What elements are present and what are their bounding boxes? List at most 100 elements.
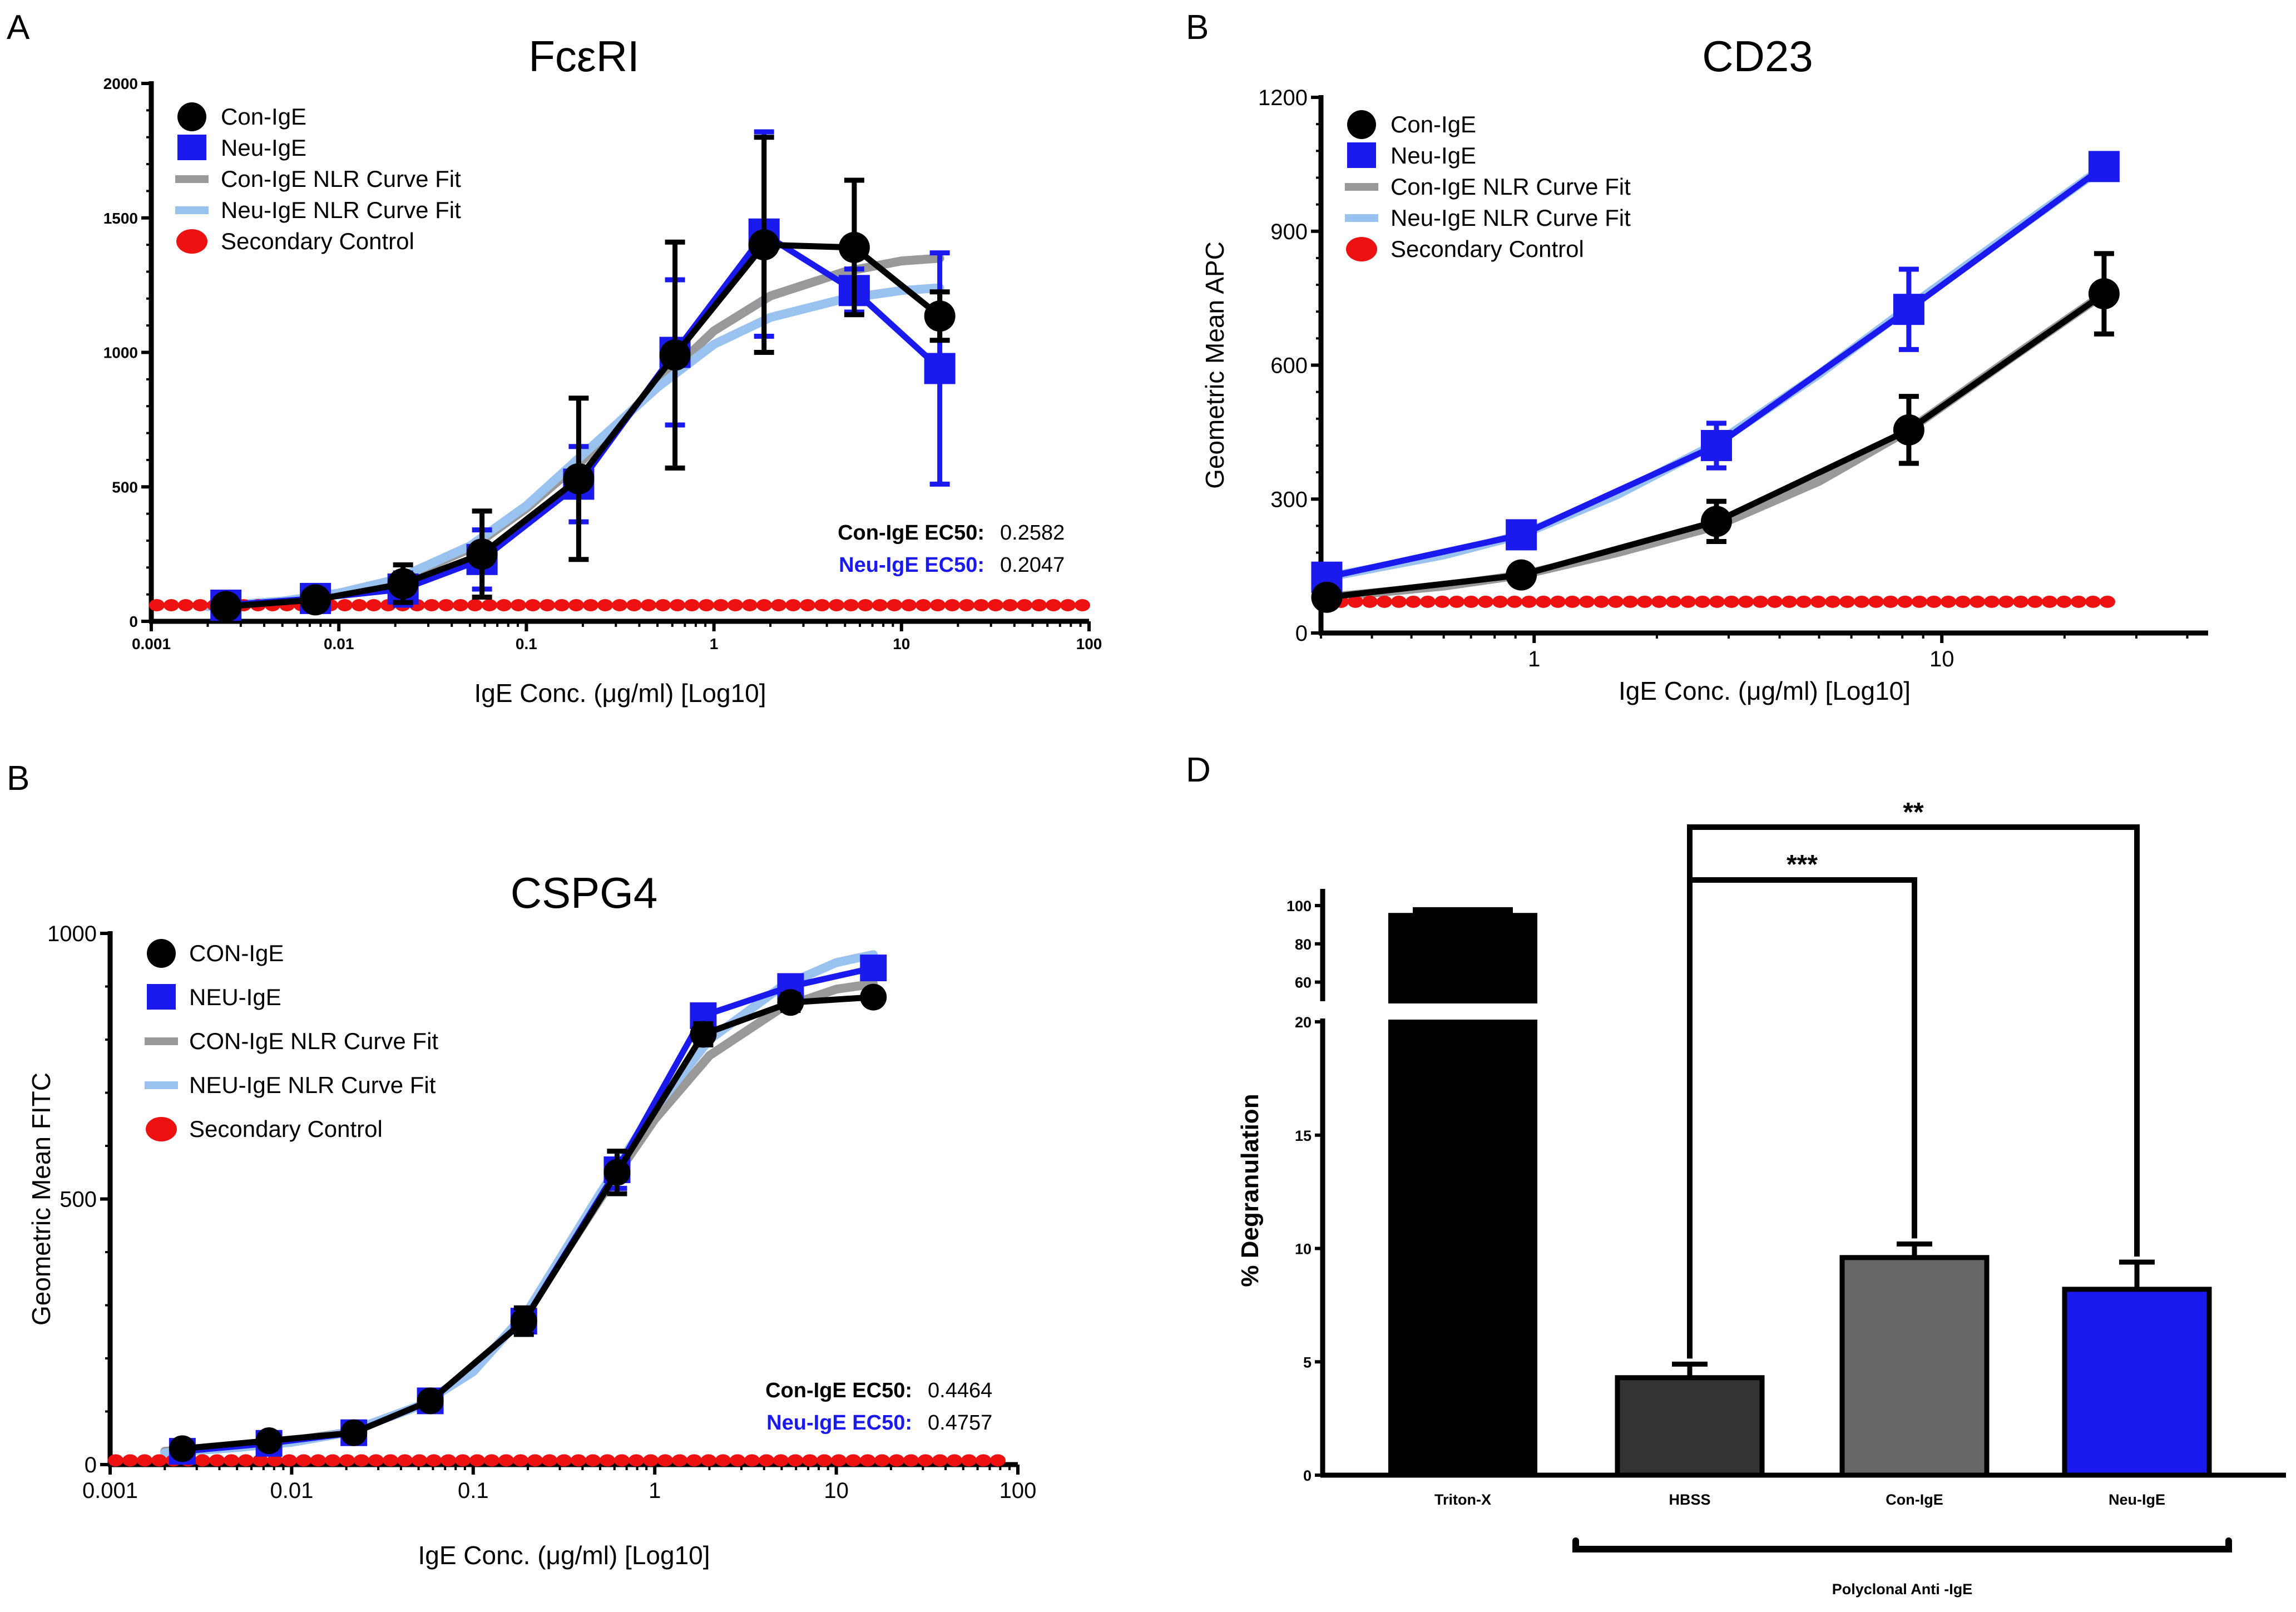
significance-stars: *** — [1787, 850, 1818, 879]
control-dot — [800, 599, 815, 611]
control-dot — [701, 1454, 716, 1467]
control-dot — [715, 1454, 731, 1467]
data-point — [1506, 559, 1537, 591]
significance-bracket — [1687, 824, 2140, 1257]
control-dot — [1767, 595, 1783, 608]
legend-label: CON-IgE — [189, 940, 284, 966]
x-tick-label: Con-IgE — [1886, 1491, 1943, 1508]
legend-swatch — [147, 984, 176, 1010]
group-bracket — [1572, 1537, 2232, 1552]
control-dot — [1984, 595, 2000, 608]
data-point — [1701, 429, 1733, 461]
control-dot — [352, 599, 367, 611]
control-dot — [412, 1454, 427, 1467]
control-dot — [788, 1454, 803, 1467]
control-dot — [1854, 595, 1869, 608]
control-dot — [498, 1454, 514, 1467]
legend-label: Con-IgE — [221, 103, 306, 130]
control-dot — [845, 1454, 861, 1467]
data-point — [838, 231, 870, 263]
control-dot — [339, 1454, 355, 1467]
control-dot — [1594, 595, 1609, 608]
control-dot — [1796, 595, 1812, 608]
x-axis-label: IgE Conc. (μg/ml) [Log10] — [474, 679, 766, 708]
control-dot — [947, 1454, 962, 1467]
control-dot — [629, 1454, 644, 1467]
control-dot — [354, 1454, 369, 1467]
control-dot — [773, 1454, 789, 1467]
control-dot — [643, 1454, 659, 1467]
control-dot — [1883, 595, 1898, 608]
control-dot — [192, 599, 208, 611]
control-dot — [511, 599, 526, 611]
control-dot — [1075, 599, 1090, 611]
legend-label: NEU-IgE NLR Curve Fit — [189, 1072, 436, 1098]
control-dot — [1507, 595, 1522, 608]
control-dot — [1782, 595, 1797, 608]
control-dot — [973, 599, 989, 611]
ec50-value: 0.2047 — [1000, 553, 1065, 577]
control-dot — [1897, 595, 1913, 608]
control-dot — [484, 1454, 499, 1467]
control-dot — [2071, 595, 2086, 608]
control-dot — [600, 1454, 615, 1467]
control-dot — [527, 1454, 543, 1467]
fit-curve-line — [203, 254, 944, 611]
control-dot — [742, 599, 758, 611]
control-dot — [1651, 595, 1667, 608]
control-dot — [383, 1454, 398, 1467]
control-dot — [918, 1454, 933, 1467]
y-tick-label: 500 — [60, 1188, 97, 1212]
legend-swatch — [146, 1117, 177, 1141]
legend-swatch — [1346, 237, 1377, 261]
x-tick-label: Neu-IgE — [2109, 1491, 2165, 1508]
control-dot — [901, 599, 917, 611]
ec50-value: 0.2582 — [1000, 521, 1065, 545]
control-dot — [556, 1454, 572, 1467]
legend-label: Neu-IgE NLR Curve Fit — [1391, 205, 1631, 231]
control-dot — [482, 599, 497, 611]
control-dot — [785, 599, 801, 611]
data-point — [210, 591, 242, 622]
control-dot — [2042, 595, 2057, 608]
legend-label: NEU-IgE — [189, 984, 281, 1010]
control-dot — [672, 1454, 687, 1467]
legend-swatch — [1347, 110, 1376, 139]
x-tick-label: 0.1 — [458, 1479, 489, 1503]
control-dot — [1449, 595, 1464, 608]
y-tick-label: 10 — [1295, 1241, 1312, 1258]
control-dot — [540, 599, 555, 611]
control-dot — [583, 599, 598, 611]
control-dot — [817, 1454, 832, 1467]
y-tick-label: 1000 — [47, 922, 97, 946]
control-dot — [1002, 599, 1018, 611]
x-tick-label: 0.01 — [324, 635, 354, 652]
x-tick-label: 0.001 — [82, 1479, 138, 1503]
control-dot — [496, 599, 512, 611]
y-tick-label: 0 — [1303, 1467, 1312, 1484]
y-tick-label: 100 — [1286, 898, 1312, 914]
control-dot — [195, 1454, 210, 1467]
control-dot — [657, 1454, 673, 1467]
control-dot — [267, 1454, 283, 1467]
panel-label-b-bottom: B — [7, 759, 29, 798]
control-dot — [1998, 595, 2014, 608]
control-dot — [568, 599, 584, 611]
y-axis-label: Geometric Mean APC — [1200, 241, 1229, 489]
control-dot — [467, 599, 483, 611]
control-dot — [814, 599, 830, 611]
control-dot — [2027, 595, 2043, 608]
x-tick-label: 1 — [649, 1479, 661, 1503]
x-tick-label: 1 — [710, 635, 719, 652]
control-dot — [1709, 595, 1725, 608]
control-dot — [1868, 595, 1884, 608]
data-point — [1311, 581, 1343, 613]
control-dot — [771, 599, 786, 611]
control-dot — [108, 1454, 123, 1467]
significance-bracket — [1687, 877, 1917, 1359]
control-dot — [1955, 595, 1971, 608]
control-dot — [1579, 595, 1595, 608]
control-dot — [858, 599, 873, 611]
control-dot — [469, 1454, 485, 1467]
y-tick-label: 2000 — [103, 75, 138, 92]
